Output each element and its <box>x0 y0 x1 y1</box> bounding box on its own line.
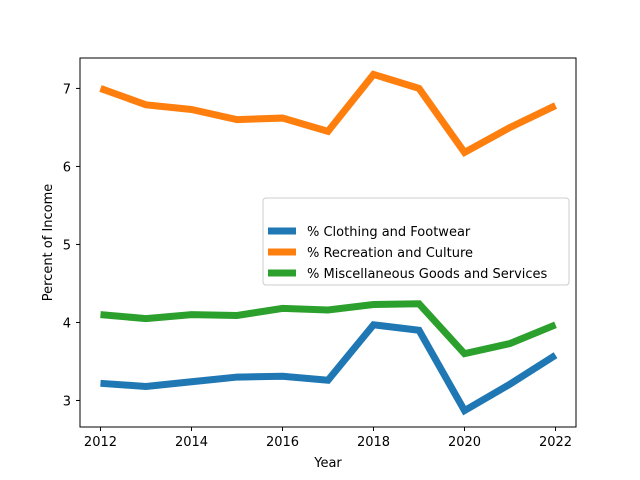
series-layer <box>99 70 558 416</box>
y-axis-label: Percent of Income <box>41 184 56 302</box>
series-line-miscellaneous <box>100 300 557 358</box>
legend-box <box>262 197 570 286</box>
y-axis: 3 4 5 6 7 <box>63 82 80 409</box>
plot-frame <box>79 57 577 428</box>
y-tick-label: 3 <box>63 394 71 409</box>
x-axis-label: Year <box>313 456 342 471</box>
y-tick-label: 5 <box>63 238 71 253</box>
legend-label-clothing: % Clothing and Footwear <box>307 225 471 240</box>
y-tick-label: 4 <box>63 316 71 331</box>
legend-label-miscellaneous: % Miscellaneous Goods and Services <box>307 267 548 282</box>
legend: % Clothing and Footwear % Recreation and… <box>262 197 570 286</box>
legend-label-recreation: % Recreation and Culture <box>307 246 473 261</box>
x-tick-label: 2022 <box>539 435 572 450</box>
y-tick-label: 7 <box>63 82 71 97</box>
x-tick-label: 2012 <box>84 435 117 450</box>
x-tick-label: 2014 <box>175 435 208 450</box>
x-tick-label: 2018 <box>357 435 390 450</box>
y-tick-label: 6 <box>63 160 71 175</box>
series-line-clothing <box>100 321 558 416</box>
series-line-recreation <box>99 70 558 157</box>
x-tick-label: 2020 <box>448 435 481 450</box>
x-tick-label: 2016 <box>266 435 299 450</box>
x-axis: 2012 2014 2016 2018 2020 2022 <box>84 427 572 450</box>
